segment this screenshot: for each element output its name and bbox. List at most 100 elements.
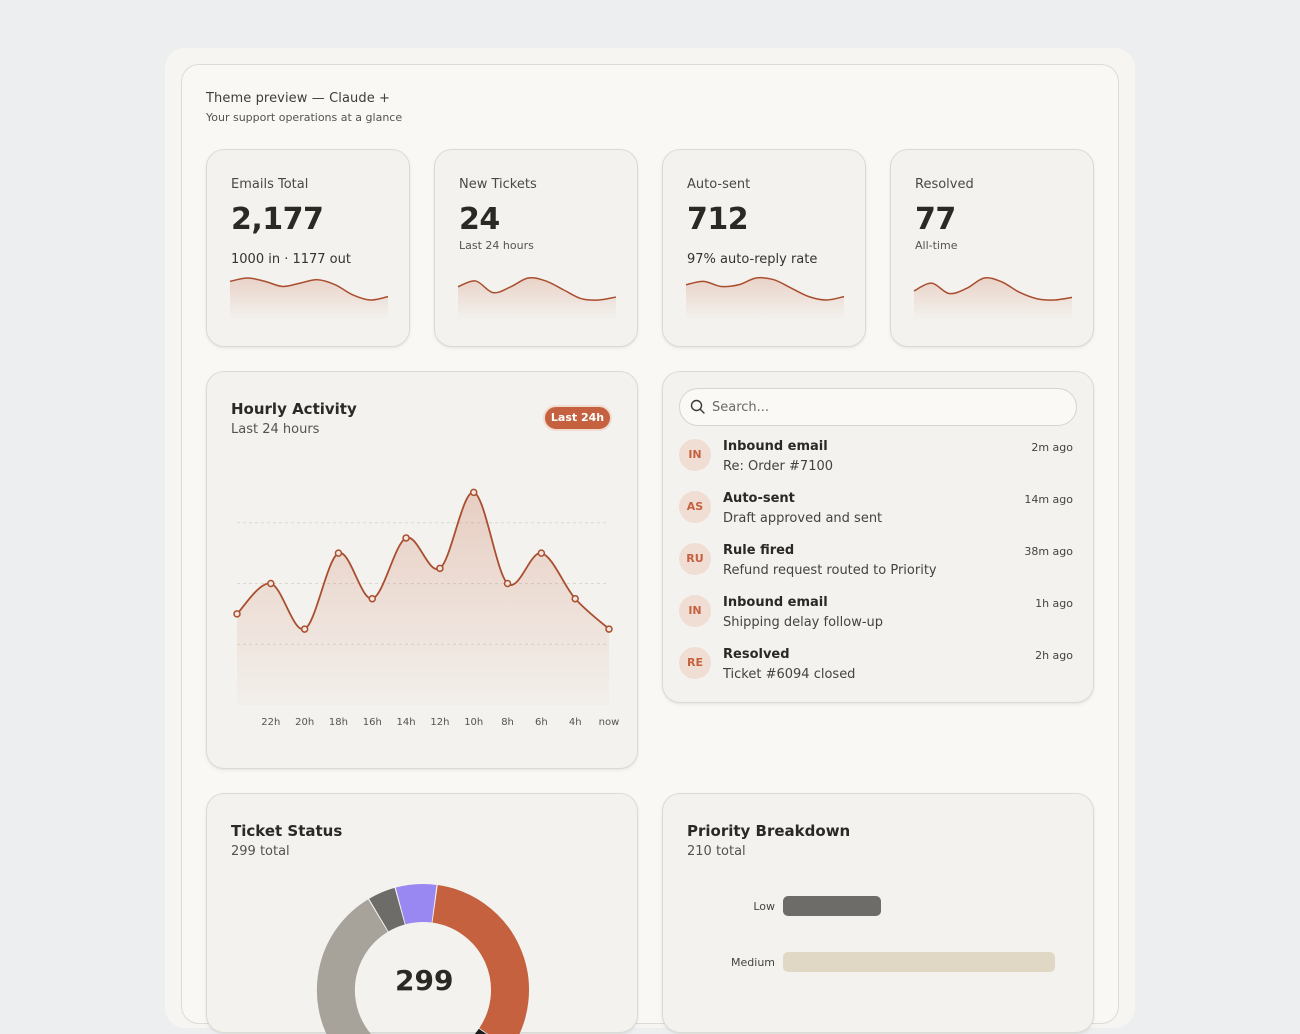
activity-time: 14m ago <box>1024 493 1073 506</box>
priority-bar <box>783 896 881 916</box>
sparkline-area <box>458 277 616 320</box>
ticket-status-donut <box>316 884 529 1034</box>
data-point <box>537 549 546 557</box>
time-range-badge[interactable]: Last 24h <box>543 405 612 431</box>
search-bar[interactable] <box>679 388 1077 426</box>
sparkline <box>457 277 617 320</box>
donut-center-total: 299 <box>395 964 454 997</box>
data-point <box>436 564 444 573</box>
donut-segment <box>316 899 389 1034</box>
priority-breakdown-card: Priority Breakdown 210 total Low Medium <box>662 793 1094 1033</box>
sparkline <box>229 277 389 320</box>
x-tick-label: 20h <box>295 717 314 728</box>
ticket-status-subtitle: 299 total <box>231 844 290 859</box>
x-tick-label: 14h <box>397 717 416 728</box>
data-point <box>605 625 613 633</box>
stat-card-emails-total[interactable]: Emails Total 2,177 1000 in · 1177 out <box>206 149 410 347</box>
page-title: Theme preview — Claude + <box>206 91 391 106</box>
donut-segment <box>395 884 437 925</box>
stat-note: 97% auto-reply rate <box>687 252 818 267</box>
data-point <box>402 534 410 542</box>
stat-note: All-time <box>915 239 958 252</box>
activity-title: Resolved <box>723 647 790 662</box>
x-tick-label: 18h <box>329 717 348 728</box>
x-tick-label: 6h <box>535 717 548 728</box>
activity-time: 38m ago <box>1024 545 1073 558</box>
search-input[interactable] <box>712 389 1062 425</box>
avatar: RU <box>679 543 711 575</box>
x-tick-label: 8h <box>501 717 514 728</box>
x-tick-label: 4h <box>569 717 582 728</box>
stat-value: 2,177 <box>231 202 324 237</box>
data-point <box>267 579 275 588</box>
stat-note: Last 24 hours <box>459 239 534 252</box>
activity-item[interactable]: IN Inbound email Re: Order #7100 2m ago <box>679 439 1077 487</box>
data-point <box>503 579 512 588</box>
sparkline-line <box>457 277 617 301</box>
avatar: RE <box>679 647 711 679</box>
sparkline <box>685 276 845 320</box>
avatar: IN <box>679 595 711 627</box>
bar-label: Medium <box>731 956 775 969</box>
activity-time: 2m ago <box>1031 441 1073 454</box>
data-point <box>233 610 241 618</box>
search-icon <box>690 399 705 414</box>
stat-value: 77 <box>915 202 956 237</box>
ticket-status-title: Ticket Status <box>231 822 343 840</box>
x-tick-label: 16h <box>363 717 382 728</box>
stat-note: 1000 in · 1177 out <box>231 252 351 267</box>
data-point <box>368 594 377 603</box>
ticket-status-card: Ticket Status 299 total 299 <box>206 793 638 1034</box>
x-tick-label: 22h <box>261 717 280 728</box>
stat-label: Emails Total <box>231 177 309 192</box>
activity-title: Inbound email <box>723 439 828 454</box>
activity-description: Shipping delay follow-up <box>723 615 884 630</box>
sparkline-area <box>914 277 1072 320</box>
donut-segment <box>369 887 406 932</box>
activity-item[interactable]: RE Resolved Ticket #6094 closed 2h ago <box>679 647 1077 695</box>
stat-card-new-tickets[interactable]: New Tickets 24 Last 24 hours <box>434 149 638 347</box>
stat-label: Auto-sent <box>687 177 751 192</box>
activity-title: Auto-sent <box>723 491 795 506</box>
sparkline-line <box>229 277 389 301</box>
stat-card-resolved[interactable]: Resolved 77 All-time <box>890 149 1094 347</box>
activity-description: Refund request routed to Priority <box>723 563 937 578</box>
data-point <box>334 549 343 557</box>
activity-time: 1h ago <box>1035 597 1073 610</box>
x-tick-label: now <box>599 717 620 728</box>
activity-description: Re: Order #7100 <box>723 459 834 474</box>
stat-label: New Tickets <box>459 177 537 192</box>
activity-item[interactable]: RU Rule fired Refund request routed to P… <box>679 543 1077 591</box>
activity-description: Ticket #6094 closed <box>723 667 856 682</box>
line-area <box>237 492 609 705</box>
activity-title: Rule fired <box>723 543 795 558</box>
bar-label: Low <box>753 900 775 913</box>
page-subtitle: Your support operations at a glance <box>206 111 403 124</box>
x-tick-label: 10h <box>464 717 483 728</box>
hourly-activity-subtitle: Last 24 hours <box>231 422 320 437</box>
priority-bar <box>783 952 1055 972</box>
stat-value: 24 <box>459 202 500 237</box>
sparkline <box>913 277 1073 320</box>
avatar: IN <box>679 439 711 471</box>
activity-item[interactable]: AS Auto-sent Draft approved and sent 14m… <box>679 491 1077 539</box>
x-tick-label: 12h <box>430 717 449 728</box>
activity-title: Inbound email <box>723 595 828 610</box>
sparkline-area <box>686 277 844 320</box>
avatar: AS <box>679 491 711 523</box>
activity-item[interactable]: IN Inbound email Shipping delay follow-u… <box>679 595 1077 643</box>
stat-label: Resolved <box>915 177 974 192</box>
stat-card-auto-sent[interactable]: Auto-sent 712 97% auto-reply rate <box>662 149 866 347</box>
sparkline-line <box>913 277 1073 301</box>
sparkline-line <box>685 276 845 301</box>
activity-time: 2h ago <box>1035 649 1073 662</box>
hourly-activity-title: Hourly Activity <box>231 400 357 418</box>
hourly-activity-card: Hourly Activity Last 24 hours Last 24h 2… <box>206 371 638 769</box>
data-point <box>469 488 478 497</box>
data-point <box>300 625 309 633</box>
activity-feed-card: IN Inbound email Re: Order #7100 2m ago … <box>662 371 1094 703</box>
priority-breakdown-subtitle: 210 total <box>687 844 746 859</box>
data-point <box>571 594 579 603</box>
hourly-line-chart: 22h 20h 18h 16h 14h 12h 10h 8h 6h 4h now <box>233 488 620 728</box>
priority-breakdown-title: Priority Breakdown <box>687 822 851 840</box>
